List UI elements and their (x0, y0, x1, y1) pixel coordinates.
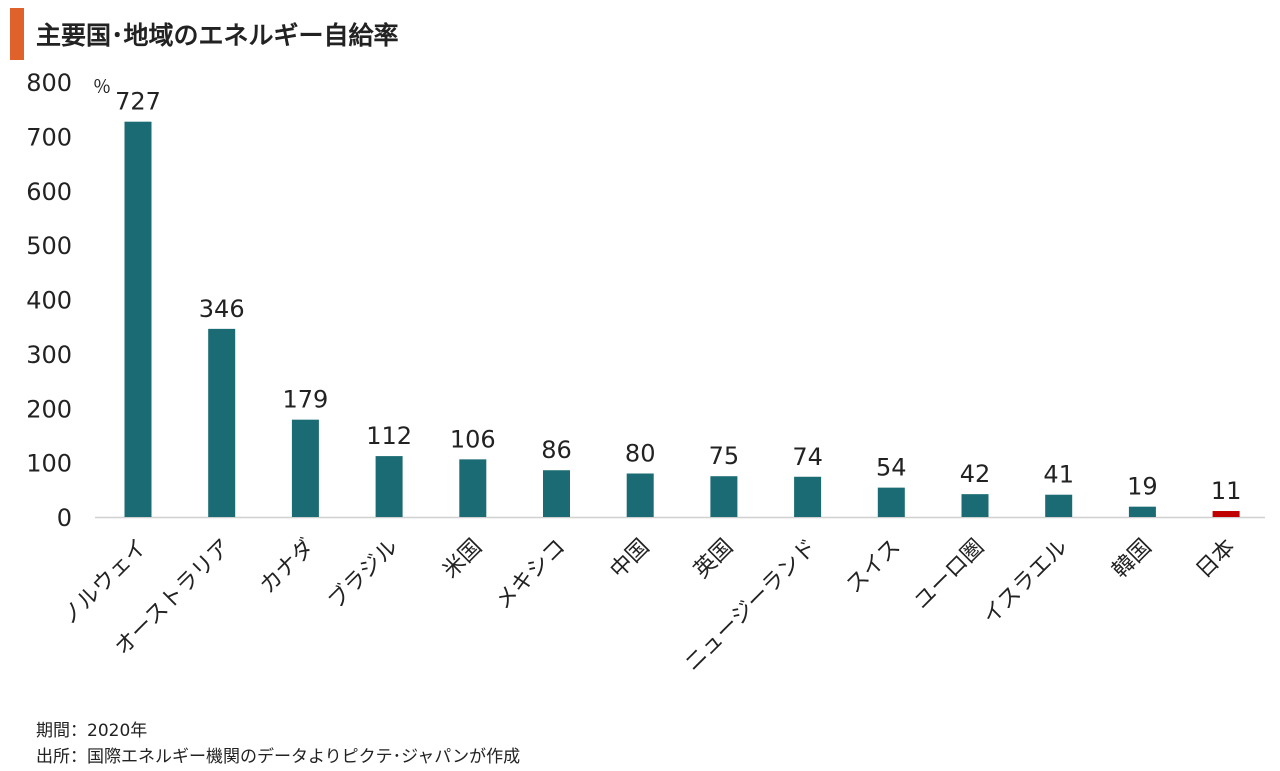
data-label: 11 (1211, 477, 1242, 505)
x-category-label: ユーロ圏 (909, 535, 989, 615)
y-tick-label: 200 (26, 395, 72, 423)
x-category-label: 韓国 (1108, 535, 1157, 584)
footnote-source: 出所：国際エネルギー機関のデータよりピクテ･ジャパンが作成 (36, 747, 521, 767)
x-category-label: 日本 (1192, 535, 1241, 584)
data-label: 86 (541, 436, 572, 464)
data-label: 112 (366, 422, 412, 450)
y-tick-label: 700 (26, 123, 72, 151)
y-tick-label: 100 (26, 450, 72, 478)
chart-title-block: 主要国･地域のエネルギー自給率 (10, 8, 399, 60)
data-label: 106 (450, 425, 496, 453)
bar (710, 476, 738, 517)
data-label: 727 (115, 88, 161, 116)
bar (877, 487, 905, 517)
bar (1128, 506, 1156, 517)
x-category-label: スイス (842, 535, 906, 599)
data-label: 42 (960, 460, 991, 488)
x-category-label: 英国 (689, 535, 738, 584)
bar (626, 473, 654, 517)
y-tick-label: 0 (57, 504, 72, 532)
y-tick-label: 300 (26, 341, 72, 369)
data-label: 41 (1043, 461, 1074, 489)
x-category-label: ブラジル (324, 535, 404, 615)
bar (961, 494, 989, 517)
bar (291, 419, 319, 517)
bar (1045, 494, 1073, 517)
bar (375, 456, 403, 517)
bar (543, 470, 570, 517)
chart-title: 主要国･地域のエネルギー自給率 (36, 21, 399, 50)
x-category-label: メキシコ (491, 535, 571, 615)
y-tick-label: 500 (26, 232, 72, 260)
bar (124, 121, 152, 517)
data-label: 19 (1127, 473, 1158, 501)
data-label: 75 (709, 442, 740, 470)
data-label: 179 (282, 386, 328, 414)
data-label: 80 (625, 440, 656, 468)
x-category-label: イスラエル (978, 535, 1073, 630)
x-category-label: カナダ (255, 535, 319, 599)
bar (208, 328, 236, 517)
y-tick-label: 400 (26, 287, 72, 315)
x-category-label: 米国 (438, 535, 487, 584)
data-label: 74 (792, 443, 823, 471)
data-label: 54 (876, 454, 907, 482)
y-tick-label: 600 (26, 178, 72, 206)
bar (459, 459, 487, 517)
data-label: 346 (199, 295, 245, 323)
footnote-period: 期間：2020年 (36, 721, 148, 741)
bar (794, 476, 822, 517)
x-category-label: 中国 (606, 535, 655, 584)
bar (1212, 511, 1240, 517)
y-unit-label: ％ (93, 77, 111, 98)
title-accent-bar (10, 8, 24, 60)
y-tick-label: 800 (26, 69, 72, 97)
